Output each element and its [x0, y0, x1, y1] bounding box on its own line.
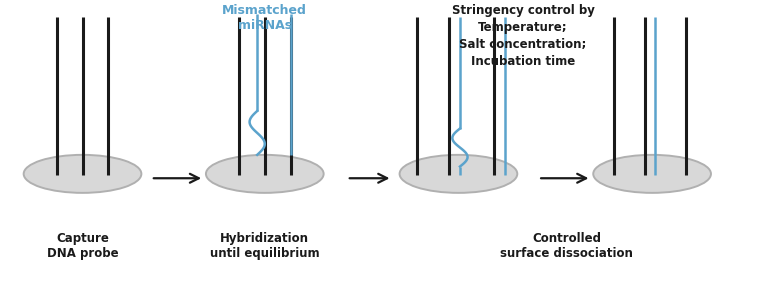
Text: Mismatched
miRNAs: Mismatched miRNAs — [223, 4, 308, 32]
Ellipse shape — [206, 155, 324, 193]
Ellipse shape — [399, 155, 517, 193]
Ellipse shape — [593, 155, 711, 193]
Text: Capture
DNA probe: Capture DNA probe — [47, 232, 119, 260]
Text: Hybridization
until equilibrium: Hybridization until equilibrium — [210, 232, 320, 260]
Text: Controlled
surface dissociation: Controlled surface dissociation — [500, 232, 633, 260]
Ellipse shape — [24, 155, 142, 193]
Text: Stringency control by
Temperature;
Salt concentration;
Incubation time: Stringency control by Temperature; Salt … — [451, 4, 594, 68]
